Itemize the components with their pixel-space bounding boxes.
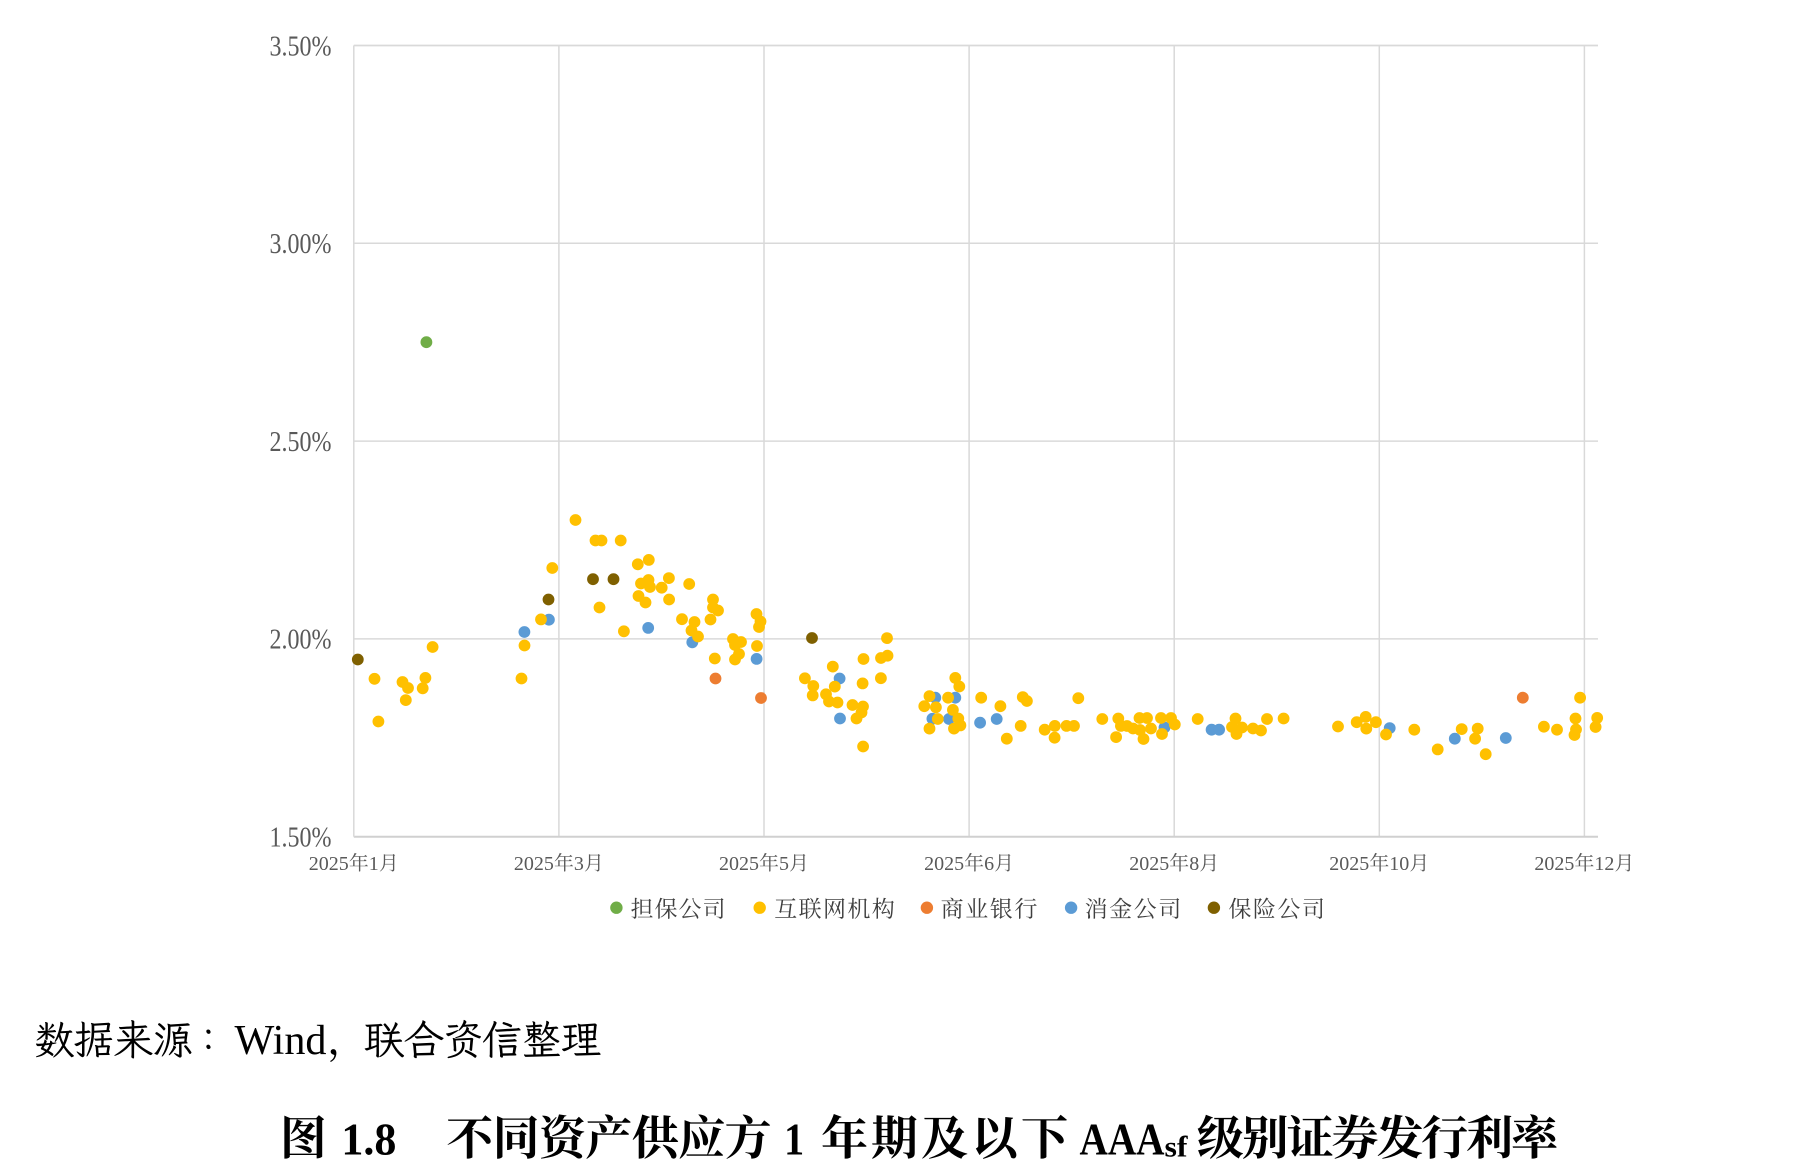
svg-text:2.00%: 2.00% [270,625,332,656]
svg-text:1.50%: 1.50% [270,823,332,854]
svg-text:sf: sf [1165,1131,1189,1164]
svg-text:Wind: Wind [235,1018,327,1064]
svg-text:2025: 2025 [1534,853,1574,875]
svg-text:2025: 2025 [514,853,554,875]
svg-text:1: 1 [784,1114,804,1165]
svg-text:1: 1 [369,853,379,875]
svg-text:12: 12 [1594,853,1614,875]
svg-text:AAA: AAA [1080,1114,1165,1165]
svg-text:2025: 2025 [1129,853,1169,875]
svg-text:2025: 2025 [1329,853,1369,875]
svg-text:3.00%: 3.00% [270,229,332,260]
svg-text:2025: 2025 [309,853,349,875]
svg-text:1.8: 1.8 [341,1114,396,1165]
svg-text:3.50%: 3.50% [270,31,332,62]
svg-text:3: 3 [574,853,584,875]
svg-text:5: 5 [779,853,789,875]
svg-text:6: 6 [984,853,994,875]
svg-text:2.50%: 2.50% [270,427,332,458]
svg-text:2025: 2025 [719,853,759,875]
svg-text:10: 10 [1389,853,1409,875]
svg-text:8: 8 [1189,853,1199,875]
svg-text:2025: 2025 [924,853,964,875]
